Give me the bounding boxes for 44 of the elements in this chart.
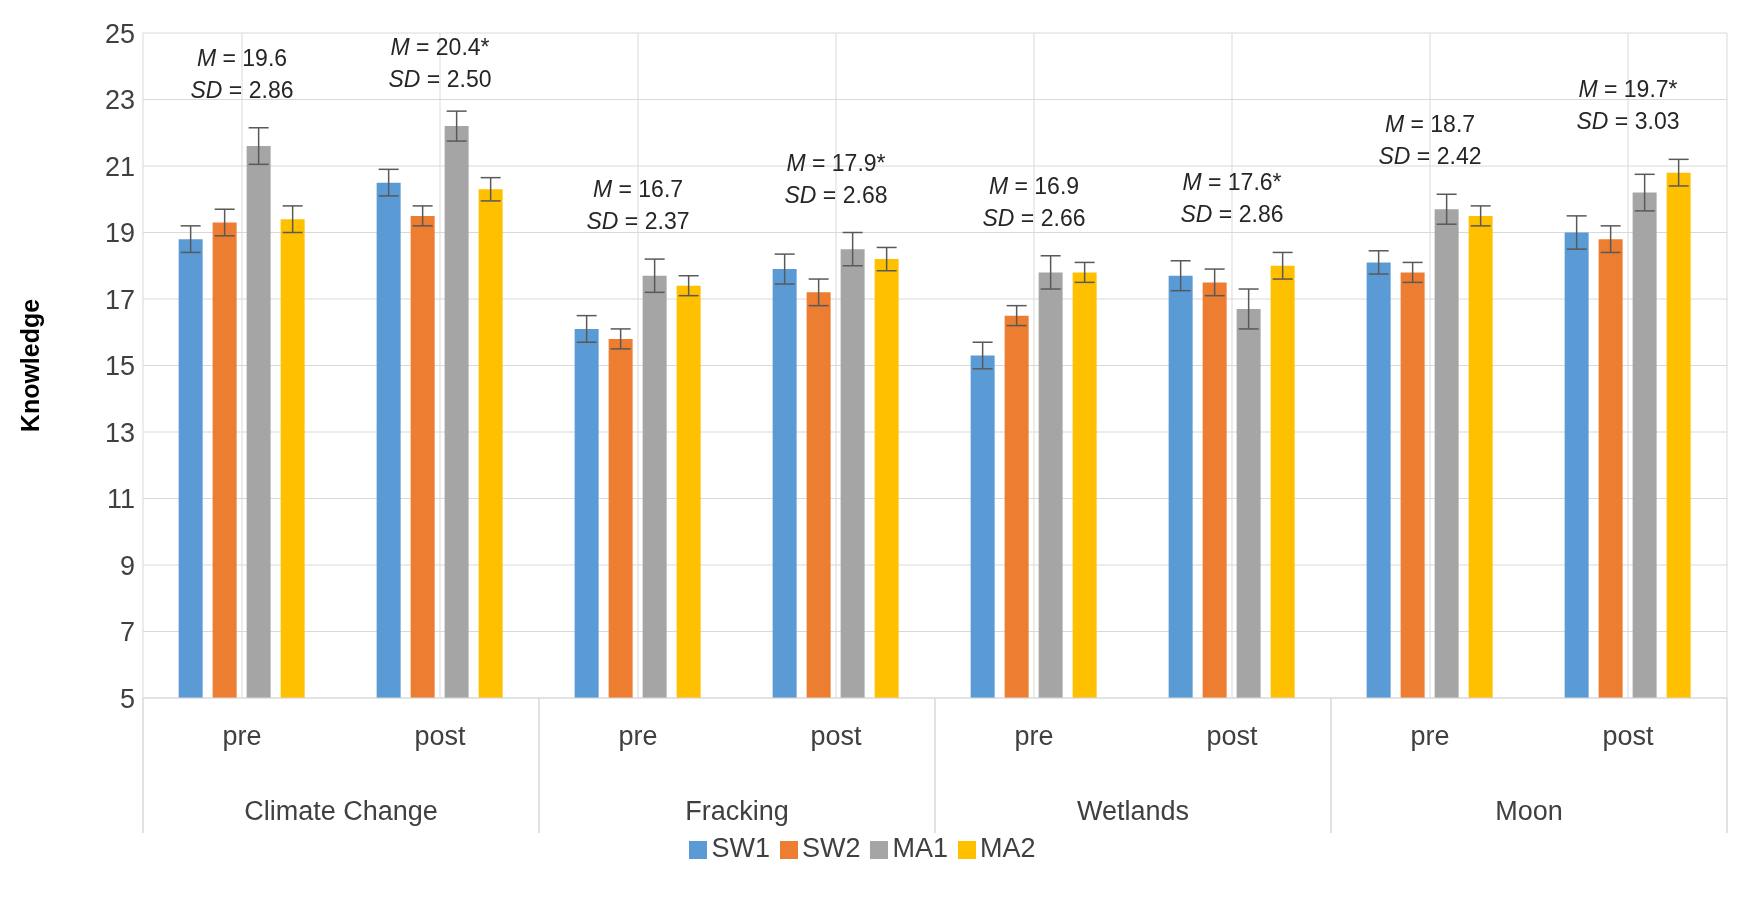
y-tick-label: 21 <box>104 151 135 182</box>
y-tick-label: 17 <box>104 284 135 315</box>
text: Moon <box>1495 796 1563 826</box>
annotation: M = 19.7* <box>1578 76 1678 103</box>
annotation: M = 16.9 <box>988 172 1080 199</box>
text: Wetlands <box>1076 796 1190 826</box>
annotation: M = 17.6* <box>1182 169 1282 196</box>
annotation: M = 16.7 <box>592 176 684 203</box>
y-tick-label: 15 <box>104 351 135 382</box>
y-tick-label: 11 <box>106 484 135 515</box>
y-axis-title: Knowledge <box>15 298 44 433</box>
x-tick-label: pre <box>618 721 658 752</box>
text: Climate Change <box>244 796 438 826</box>
y-tick-label: 9 <box>119 550 135 581</box>
y-tick-label: 7 <box>119 617 135 648</box>
y-tick-label: 13 <box>104 417 135 448</box>
x-tick-label: post <box>1602 721 1655 752</box>
x-tick-label: pre <box>1410 721 1450 752</box>
annotation: SD = 2.66 <box>982 204 1086 231</box>
x-tick-label: post <box>1206 721 1259 752</box>
annotation: SD = 2.86 <box>190 76 294 103</box>
y-tick-label: 23 <box>104 85 135 116</box>
y-tick-label: 25 <box>104 18 135 49</box>
y-tick-label: 19 <box>104 218 135 249</box>
annotation: SD = 3.03 <box>1576 108 1680 135</box>
x-tick-label: post <box>414 721 467 752</box>
annotation: M = 19.6 <box>196 44 288 71</box>
x-tick-label: pre <box>1014 721 1054 752</box>
annotation: SD = 2.50 <box>388 66 492 92</box>
legend-label: SW2 <box>801 833 861 863</box>
y-tick-label: 5 <box>119 683 135 714</box>
annotation: SD = 2.68 <box>784 181 888 208</box>
legend-label: MA1 <box>892 833 949 863</box>
annotation: M = 20.4* <box>390 34 490 60</box>
annotation: SD = 2.86 <box>1180 201 1284 228</box>
annotation: SD = 2.42 <box>1378 143 1482 170</box>
x-tick-label: pre <box>222 721 262 752</box>
annotation: M = 18.7 <box>1384 111 1476 138</box>
x-tick-label: post <box>810 721 863 752</box>
legend-label: SW1 <box>711 833 770 863</box>
annotation: SD = 2.37 <box>586 208 690 235</box>
text: Fracking <box>685 796 789 826</box>
legend-label: MA2 <box>980 833 1036 863</box>
annotation: M = 17.9* <box>786 149 886 176</box>
